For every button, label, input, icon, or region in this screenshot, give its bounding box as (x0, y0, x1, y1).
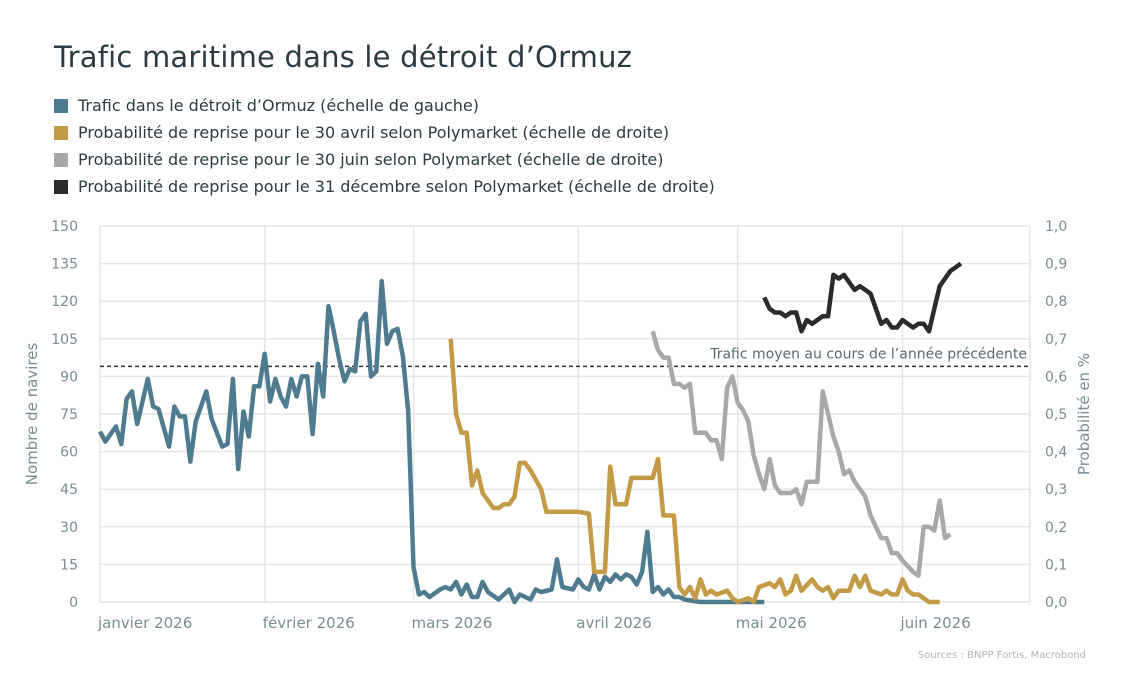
x-tick-label: février 2026 (263, 614, 355, 632)
x-tick-label: juin 2026 (899, 614, 970, 632)
series-line-1 (448, 338, 940, 605)
legend-label-june: Probabilité de reprise pour le 30 juin s… (78, 150, 664, 169)
x-tick-label: mars 2026 (412, 614, 493, 632)
legend-item-december: Probabilité de reprise pour le 31 décemb… (54, 173, 715, 200)
source-note: Sources : BNPP Fortis, Macrobond (917, 650, 1086, 661)
axis-layer: 15013512010590756045301501,00,90,80,70,6… (23, 219, 1093, 632)
y-tick-label-right: 0,0 (1045, 595, 1067, 611)
legend-label-april: Probabilité de reprise pour le 30 avril … (78, 123, 670, 142)
y-tick-label-right: 0,6 (1045, 369, 1067, 385)
legend-item-april: Probabilité de reprise pour le 30 avril … (54, 119, 715, 146)
y-tick-label-left: 0 (69, 595, 78, 611)
y-tick-label-right: 0,4 (1045, 445, 1067, 461)
y-tick-label-right: 0,9 (1045, 257, 1067, 273)
x-tick-label: janvier 2026 (97, 614, 192, 632)
chart-legend: Trafic dans le détroit d’Ormuz (échelle … (54, 92, 715, 200)
series-layer (98, 261, 963, 605)
reference-layer: Trafic moyen au cours de l’année précéde… (100, 346, 1030, 368)
y-tick-label-right: 1,0 (1045, 219, 1067, 235)
y-tick-label-right: 0,5 (1045, 407, 1067, 423)
y-tick-label-left: 150 (51, 219, 78, 235)
y-axis-title-right: Probabilité en % (1075, 353, 1093, 475)
y-axis-title-left: Nombre de navires (23, 343, 41, 486)
legend-swatch-december (54, 179, 68, 194)
y-tick-label-left: 105 (51, 332, 78, 348)
y-tick-label-right: 0,2 (1045, 520, 1067, 536)
series-line-3 (762, 261, 963, 334)
y-tick-label-right: 0,1 (1045, 557, 1067, 573)
legend-item-june: Probabilité de reprise pour le 30 juin s… (54, 146, 715, 173)
legend-swatch-april (54, 125, 68, 140)
y-tick-label-left: 120 (51, 294, 78, 310)
legend-swatch-traffic (54, 98, 68, 113)
grid-layer (99, 225, 1031, 603)
series-line-2 (650, 330, 952, 578)
legend-item-traffic: Trafic dans le détroit d’Ormuz (échelle … (54, 92, 715, 119)
y-tick-label-left: 75 (60, 407, 78, 423)
legend-swatch-june (54, 152, 68, 167)
reference-line-label: Trafic moyen au cours de l’année précéde… (709, 346, 1027, 362)
y-tick-label-right: 0,3 (1045, 482, 1067, 498)
series-line-0 (98, 278, 765, 605)
y-tick-label-left: 45 (60, 482, 78, 498)
y-tick-label-right: 0,8 (1045, 294, 1067, 310)
y-tick-label-left: 60 (60, 445, 78, 461)
x-tick-label: mai 2026 (736, 614, 807, 632)
y-tick-label-left: 30 (60, 520, 78, 536)
y-tick-label-left: 135 (51, 257, 78, 273)
y-tick-label-right: 0,7 (1045, 332, 1067, 348)
y-tick-label-left: 90 (60, 369, 78, 385)
y-tick-label-left: 15 (60, 557, 78, 573)
x-tick-label: avril 2026 (576, 614, 652, 632)
legend-label-traffic: Trafic dans le détroit d’Ormuz (échelle … (78, 96, 479, 115)
chart-title: Trafic maritime dans le détroit d’Ormuz (54, 40, 633, 74)
legend-label-december: Probabilité de reprise pour le 31 décemb… (78, 177, 715, 196)
